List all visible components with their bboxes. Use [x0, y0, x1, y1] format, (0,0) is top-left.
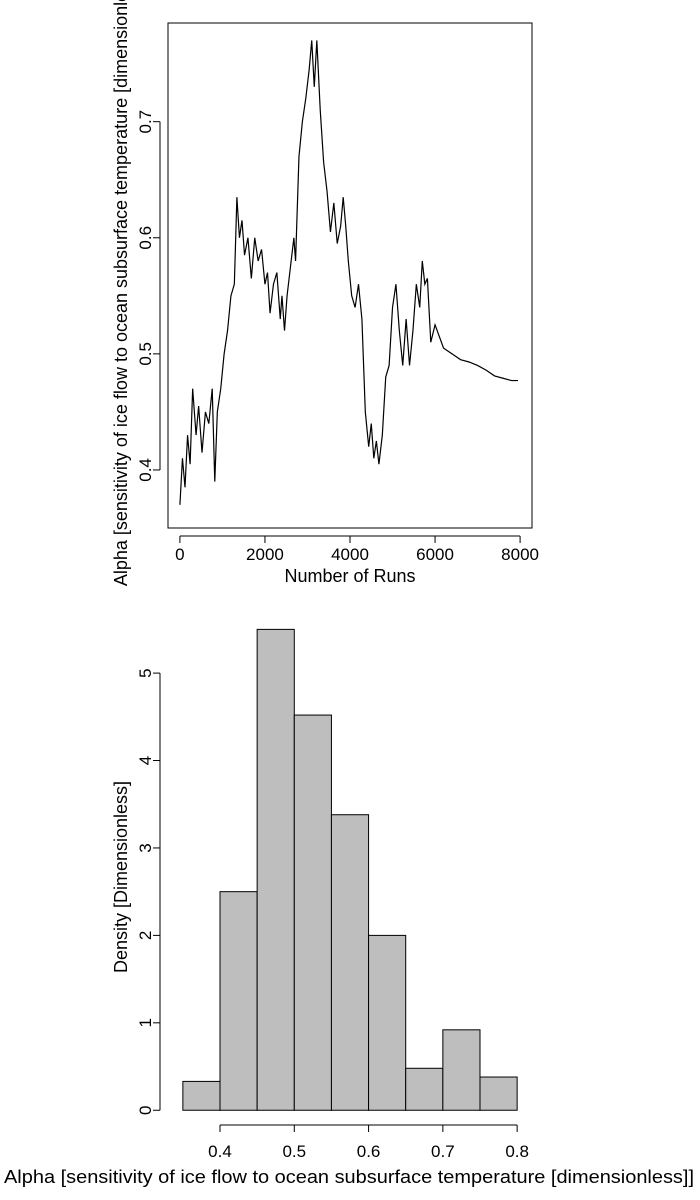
histogram-plot: 0.4 0.5 0.6 0.7 0.8 0 1 2 3 4 5 Alpha [sensitivit…: [4, 628, 694, 1187]
histogram-bar: [182, 1080, 221, 1111]
histogram-x-tick-label: 0.6: [357, 1142, 381, 1161]
histogram-y-tick-label: 0: [136, 1106, 155, 1115]
trace-y-tick-label: 0.7: [136, 110, 155, 134]
trace-y-tick-label: 0.6: [136, 226, 155, 250]
histogram-x-axis: 0.4 0.5 0.6 0.7 0.8: [208, 1124, 529, 1161]
histogram-bar: [368, 934, 407, 1111]
histogram-y-axis-title: Density [Dimensionless]: [111, 781, 131, 973]
histogram-y-tick-label: 1: [136, 1018, 155, 1027]
histogram-y-tick-label: 2: [136, 931, 155, 940]
histogram-bar: [330, 814, 370, 1111]
trace-x-tick-label: 6000: [416, 545, 454, 564]
trace-plot-frame: [167, 22, 533, 529]
trace-x-tick-label: 0: [175, 545, 184, 564]
trace-series-line: [179, 40, 518, 505]
histogram-bar: [405, 1067, 444, 1111]
histogram-bar: [219, 891, 258, 1111]
trace-y-tick-label: 0.4: [136, 458, 155, 482]
histogram-y-tick-label: 3: [136, 843, 155, 852]
histogram-x-tick-label: 0.5: [282, 1142, 306, 1161]
trace-x-tick-label: 8000: [501, 545, 539, 564]
trace-y-tick-label: 0.5: [136, 342, 155, 366]
trace-x-axis-title: Number of Runs: [284, 566, 415, 586]
histogram-x-tick-label: 0.7: [431, 1142, 455, 1161]
trace-y-axis: 0.4 0.5 0.6 0.7: [136, 110, 161, 482]
histogram-bar: [442, 1029, 481, 1111]
histogram-x-tick-label: 0.4: [208, 1142, 232, 1161]
histogram-y-tick-label: 4: [136, 756, 155, 765]
histogram-x-tick-label: 0.8: [505, 1142, 529, 1161]
trace-x-tick-label: 4000: [331, 545, 369, 564]
histogram-bars: [182, 628, 518, 1111]
histogram-y-tick-label: 5: [136, 668, 155, 677]
trace-y-axis-title: Alpha [sensitivity of ice flow to ocean …: [111, 0, 131, 586]
histogram-bar: [479, 1076, 518, 1111]
trace-x-tick-label: 2000: [246, 545, 284, 564]
histogram-bar: [293, 714, 332, 1111]
trace-plot: 0 2000 4000 6000 8000 0.4 0.5 0.6 0.7 Number of…: [111, 0, 539, 586]
histogram-x-axis-title: Alpha [sensitivity of ice flow to ocean …: [4, 1167, 694, 1187]
trace-x-axis: 0 2000 4000 6000 8000: [175, 535, 539, 564]
histogram-y-axis: 0 1 2 3 4 5: [136, 668, 161, 1115]
histogram-bar: [256, 628, 295, 1111]
